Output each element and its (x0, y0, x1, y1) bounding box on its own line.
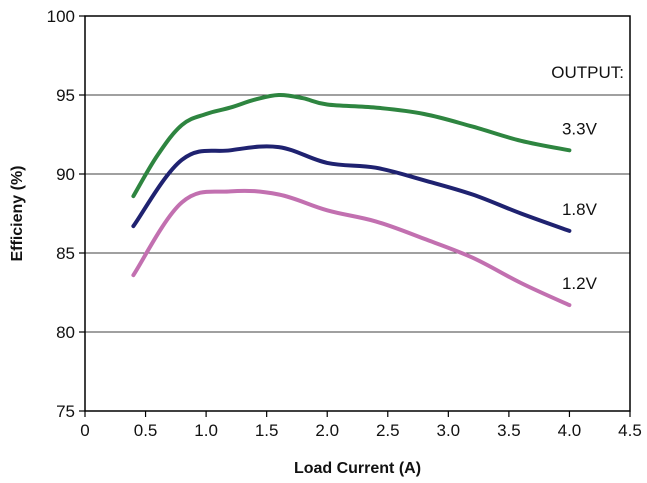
y-tick-label: 75 (56, 402, 75, 421)
x-tick-label: 1.0 (194, 421, 218, 440)
grid-lines (85, 94, 630, 333)
legend-title: OUTPUT: (551, 63, 624, 82)
x-tick-label: 2.5 (376, 421, 400, 440)
y-tick-label: 100 (47, 7, 75, 26)
x-tick-label: 2.0 (315, 421, 339, 440)
x-tick-label: 1.5 (255, 421, 279, 440)
series-label: 1.8V (562, 200, 598, 219)
x-tick-label: 4.0 (558, 421, 582, 440)
series-label: 3.3V (562, 119, 598, 138)
series-labels: 3.3V 1.8V 1.2V (562, 119, 598, 293)
plot-area (84, 15, 631, 412)
y-tick-label: 90 (56, 165, 75, 184)
series-label: 1.2V (562, 274, 598, 293)
series-line-3-3v (131, 92, 572, 199)
x-axis-ticks: 0 0.5 1.0 1.5 2.0 2.5 3.0 3.5 4.0 4.5 (80, 411, 642, 440)
y-tick-label: 80 (56, 323, 75, 342)
x-tick-label: 3.0 (437, 421, 461, 440)
y-axis-title: Efficieny (%) (9, 165, 26, 261)
y-axis-ticks: 75 80 85 90 95 100 (47, 7, 85, 421)
x-tick-label: 0.5 (134, 421, 158, 440)
x-tick-label: 3.5 (497, 421, 521, 440)
series-lines (131, 92, 572, 308)
y-tick-label: 95 (56, 86, 75, 105)
x-tick-label: 0 (80, 421, 89, 440)
x-axis-title: Load Current (A) (294, 460, 421, 477)
series-line-1-2v (131, 188, 572, 308)
series-line-1-8v (131, 144, 572, 233)
y-tick-label: 85 (56, 244, 75, 263)
x-tick-label: 4.5 (618, 421, 642, 440)
